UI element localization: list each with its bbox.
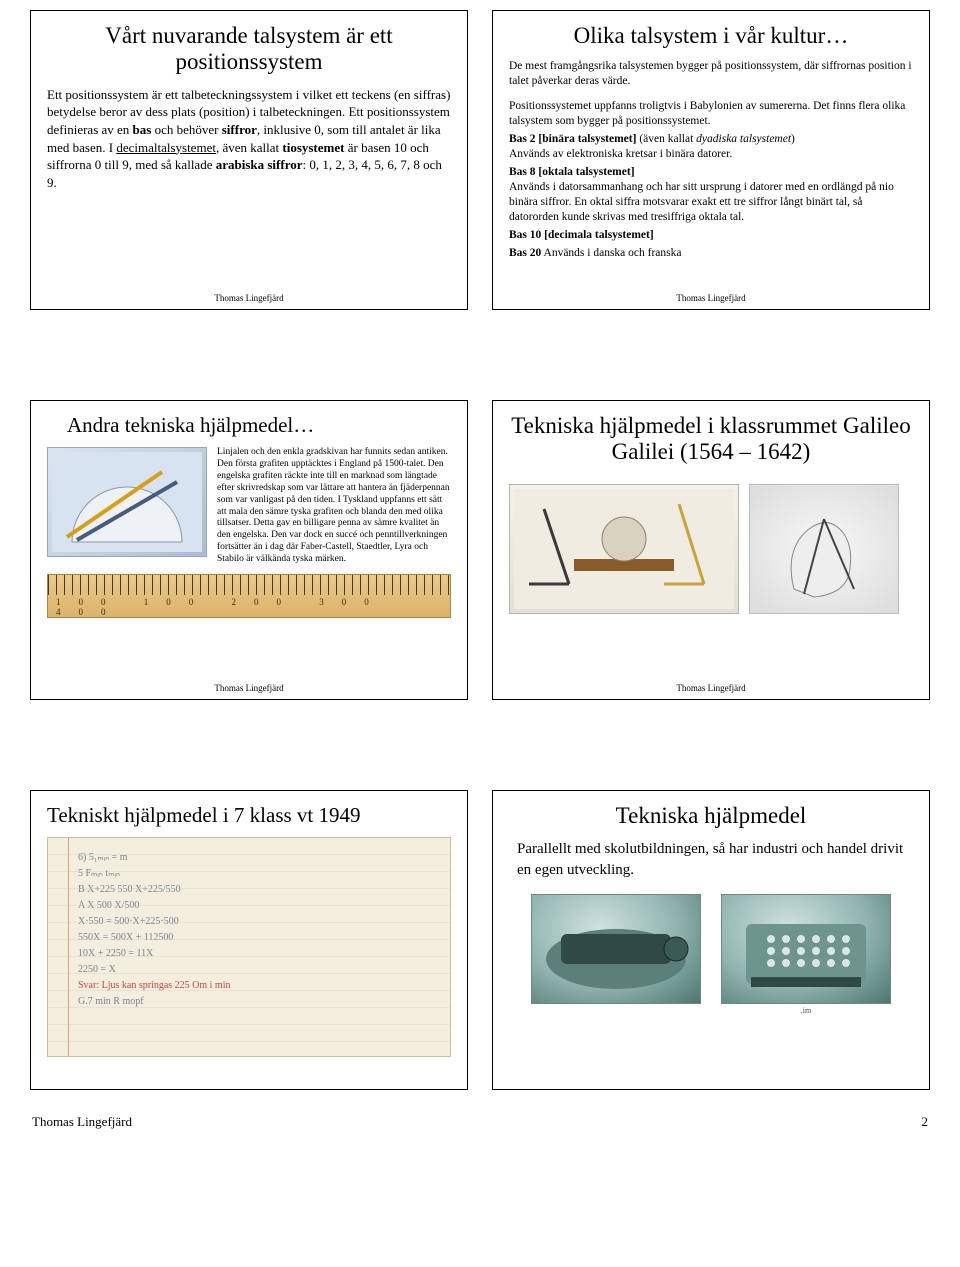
slide-title: Olika talsystem i vår kultur… <box>509 23 913 49</box>
slide-title: Tekniskt hjälpmedel i 7 klass vt 1949 <box>47 803 451 827</box>
slide-1: Vårt nuvarande talsystem är ett position… <box>30 10 468 310</box>
slide-5: Tekniskt hjälpmedel i 7 klass vt 1949 6)… <box>30 790 468 1090</box>
slide-body: Linjalen och den enkla gradskivan har fu… <box>217 447 451 566</box>
slide-body: Parallellt med skolutbildningen, så har … <box>509 839 913 880</box>
slide-author: Thomas Lingefjärd <box>509 675 913 693</box>
slide-3: Andra tekniska hjälpmedel… Linjalen och … <box>30 400 468 700</box>
footer-author: Thomas Lingefjärd <box>32 1114 132 1130</box>
slide-2: Olika talsystem i vår kultur… De mest fr… <box>492 10 930 310</box>
slide-author: Thomas Lingefjärd <box>47 675 451 693</box>
slide-6: Tekniska hjälpmedel Parallellt med skolu… <box>492 790 930 1090</box>
slide-body: De mest framgångsrika talsystemen bygger… <box>509 59 913 260</box>
slide-author: Thomas Lingefjärd <box>509 285 913 303</box>
protractor-pencils-image <box>47 447 207 557</box>
mechanical-calculator-image-1 <box>531 894 701 1004</box>
page-footer: Thomas Lingefjärd 2 <box>30 1114 930 1130</box>
hand-compass-image <box>749 484 899 614</box>
slide-title: Tekniska hjälpmedel i klassrummet Galile… <box>509 413 913 466</box>
notebook-image: 6) 5₁ₘᵢₙ = m 5 Fₘᵢₙ tₘᵢₙ B X+225 550 X+2… <box>47 837 451 1057</box>
slide-4: Tekniska hjälpmedel i klassrummet Galile… <box>492 400 930 700</box>
slide-title: Tekniska hjälpmedel <box>509 803 913 829</box>
page-number: 2 <box>922 1114 929 1130</box>
compass-tools-image <box>509 484 739 614</box>
slide-title: Andra tekniska hjälpmedel… <box>47 413 451 437</box>
slide-body: Ett positionssystem är ett talbeteckning… <box>47 86 451 191</box>
slide-author: Thomas Lingefjärd <box>47 285 451 303</box>
slide-title: Vårt nuvarande talsystem är ett position… <box>47 23 451 76</box>
image-caption: .im <box>801 1006 811 1015</box>
mechanical-calculator-image-2 <box>721 894 891 1004</box>
ruler-image: 100 100 200 300 400 <box>47 574 451 618</box>
